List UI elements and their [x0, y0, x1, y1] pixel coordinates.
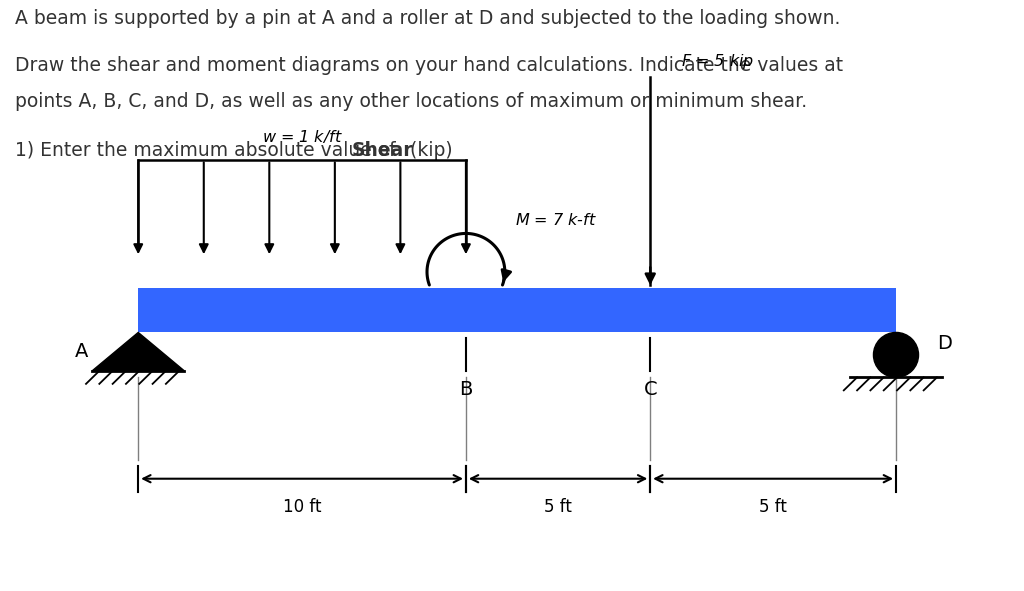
Ellipse shape	[873, 332, 919, 378]
Text: $F$ = 5 kip: $F$ = 5 kip	[681, 52, 754, 71]
Polygon shape	[92, 332, 184, 371]
Text: $M$ = 7 k-ft: $M$ = 7 k-ft	[515, 212, 597, 228]
Text: 5 ft: 5 ft	[759, 498, 787, 515]
Text: D: D	[937, 334, 952, 353]
Text: A: A	[75, 342, 89, 361]
Text: 10 ft: 10 ft	[283, 498, 322, 515]
Text: C: C	[643, 380, 657, 399]
Text: points A, B, C, and D, as well as any other locations of maximum or minimum shea: points A, B, C, and D, as well as any ot…	[15, 92, 808, 111]
Text: (kip): (kip)	[404, 141, 453, 160]
Text: A beam is supported by a pin at A and a roller at D and subjected to the loading: A beam is supported by a pin at A and a …	[15, 9, 841, 28]
Text: Shear: Shear	[351, 141, 413, 160]
Text: 5 ft: 5 ft	[544, 498, 572, 515]
Text: B: B	[459, 380, 473, 399]
Text: 1) Enter the maximum absolute value of: 1) Enter the maximum absolute value of	[15, 141, 402, 160]
Text: Draw the shear and moment diagrams on your hand calculations. Indicate the value: Draw the shear and moment diagrams on yo…	[15, 56, 844, 75]
Bar	[138, 288, 896, 332]
Text: $w$ = 1 k/ft: $w$ = 1 k/ft	[261, 128, 343, 145]
